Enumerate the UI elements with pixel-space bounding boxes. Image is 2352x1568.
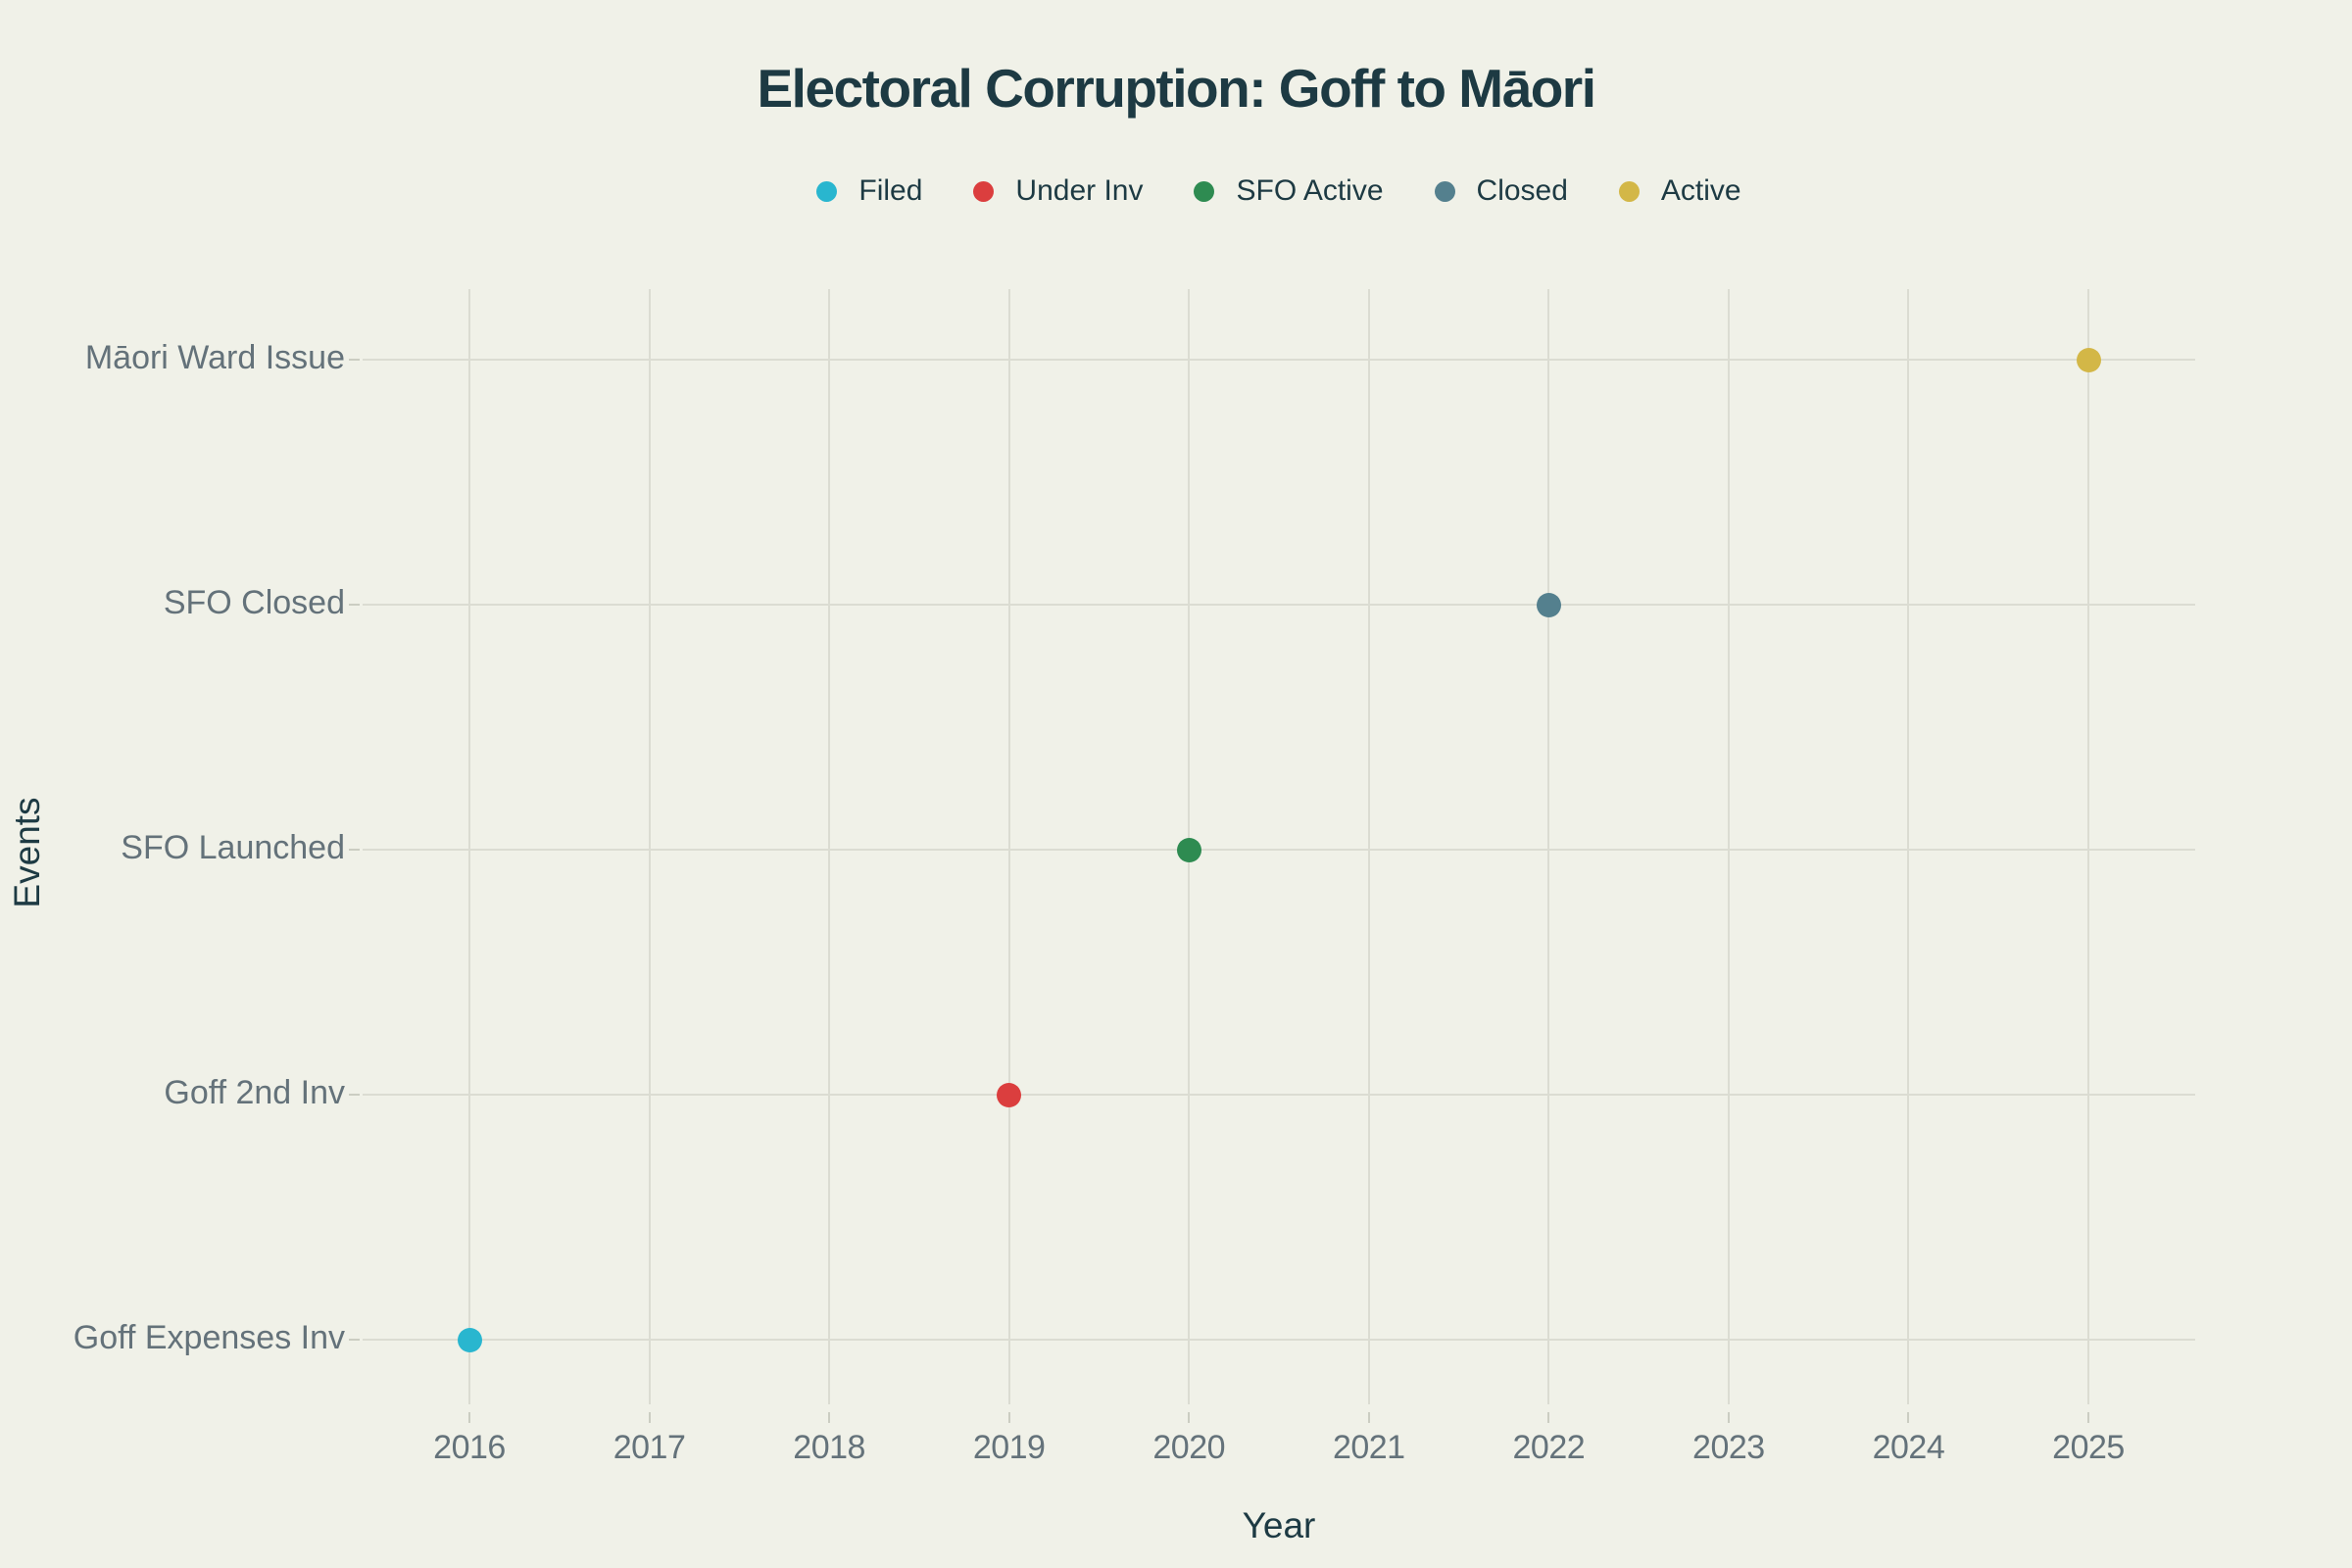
x-gridline-2023 <box>1727 289 1730 1404</box>
x-tick-mark-2017 <box>648 1412 651 1423</box>
data-point-goff-expenses-inv[interactable] <box>457 1327 482 1352</box>
legend-label: Active <box>1660 174 1741 207</box>
x-gridline-2019 <box>1007 289 1010 1404</box>
x-tick-mark-2023 <box>1727 1412 1730 1423</box>
x-gridline-2022 <box>1547 289 1550 1404</box>
x-tick-mark-2024 <box>1907 1412 1910 1423</box>
data-point-sfo-closed[interactable] <box>1536 592 1561 617</box>
y-tick-mark-goff-expenses-inv <box>349 1339 360 1341</box>
x-tick-mark-2016 <box>468 1412 470 1423</box>
x-gridline-2018 <box>828 289 831 1404</box>
legend-label: Filed <box>858 174 923 207</box>
y-category-label-sfo-closed: SFO Closed <box>163 584 345 621</box>
x-tick-mark-2019 <box>1007 1412 1010 1423</box>
x-tick-label-2023: 2023 <box>1692 1429 1765 1466</box>
x-tick-label-2018: 2018 <box>793 1429 865 1466</box>
x-tick-mark-2025 <box>2087 1412 2089 1423</box>
legend-item-active[interactable]: Active <box>1618 174 1741 208</box>
y-gridline-sfo-closed <box>363 604 2195 606</box>
x-tick-mark-2021 <box>1367 1412 1370 1423</box>
legend-item-closed[interactable]: Closed <box>1434 174 1568 208</box>
y-category-label-goff-2nd-inv: Goff 2nd Inv <box>164 1074 345 1111</box>
x-tick-mark-2018 <box>828 1412 831 1423</box>
legend-dot-icon <box>1618 180 1640 202</box>
y-axis-title: Events <box>7 797 47 908</box>
data-point-sfo-launched[interactable] <box>1176 837 1201 862</box>
chart-title: Electoral Corruption: Goff to Māori <box>757 58 1596 119</box>
x-tick-label-2019: 2019 <box>972 1429 1046 1466</box>
legend-label: Under Inv <box>1015 174 1144 207</box>
x-tick-label-2022: 2022 <box>1512 1429 1586 1466</box>
x-gridline-2017 <box>648 289 651 1404</box>
y-gridline-goff-2nd-inv <box>363 1094 2195 1096</box>
y-gridline-maori-ward-issue <box>363 359 2195 361</box>
x-tick-label-2016: 2016 <box>433 1429 506 1466</box>
x-tick-label-2020: 2020 <box>1152 1429 1226 1466</box>
legend-label: SFO Active <box>1236 174 1384 207</box>
x-tick-mark-2020 <box>1188 1412 1191 1423</box>
data-point-goff-2nd-inv[interactable] <box>997 1082 1022 1107</box>
y-gridline-goff-expenses-inv <box>363 1339 2195 1341</box>
x-tick-label-2024: 2024 <box>1872 1429 1945 1466</box>
legend-dot-icon <box>1194 180 1215 202</box>
x-axis-title: Year <box>1242 1505 1316 1545</box>
y-tick-mark-sfo-launched <box>349 849 360 851</box>
y-tick-mark-goff-2nd-inv <box>349 1094 360 1096</box>
y-category-label-goff-expenses-inv: Goff Expenses Inv <box>73 1319 345 1356</box>
legend-dot-icon <box>973 180 995 202</box>
legend-item-filed[interactable]: Filed <box>816 174 922 208</box>
legend-label: Closed <box>1476 174 1568 207</box>
y-category-label-maori-ward-issue: Māori Ward Issue <box>84 339 345 376</box>
x-tick-label-2025: 2025 <box>2052 1429 2125 1466</box>
y-category-label-sfo-launched: SFO Launched <box>121 829 345 866</box>
x-tick-label-2017: 2017 <box>612 1429 686 1466</box>
x-tick-mark-2022 <box>1547 1412 1550 1423</box>
y-gridline-sfo-launched <box>363 849 2195 851</box>
legend-dot-icon <box>816 180 838 202</box>
data-point-maori-ward-issue[interactable] <box>2076 347 2101 372</box>
legend-item-under-inv[interactable]: Under Inv <box>973 174 1143 208</box>
x-gridline-2025 <box>2087 289 2089 1404</box>
x-gridline-2021 <box>1367 289 1370 1404</box>
x-gridline-2016 <box>468 289 470 1404</box>
legend-item-sfo-active[interactable]: SFO Active <box>1194 174 1384 208</box>
y-tick-mark-maori-ward-issue <box>349 359 360 361</box>
x-tick-label-2021: 2021 <box>1332 1429 1405 1466</box>
y-tick-mark-sfo-closed <box>349 604 360 606</box>
x-gridline-2024 <box>1907 289 1910 1404</box>
legend: Filed Under Inv SFO Active Closed Active <box>363 174 2195 208</box>
legend-dot-icon <box>1434 180 1455 202</box>
